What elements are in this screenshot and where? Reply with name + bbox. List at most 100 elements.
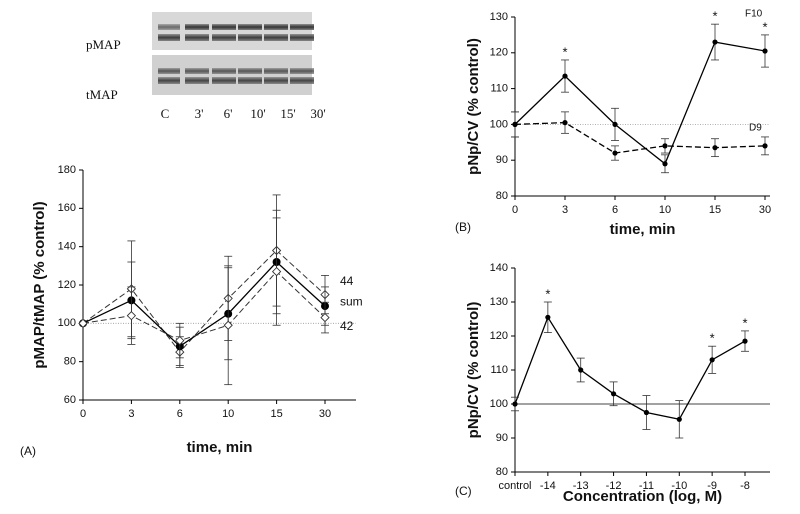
significance-marker: * [562,44,567,59]
data-point [610,391,617,397]
data-point [562,120,568,126]
data-point [578,367,584,373]
data-point [223,320,233,330]
y-tick-label: 130 [490,11,508,23]
blot-band [212,34,236,41]
x-axis-title: time, min [187,439,253,456]
x-tick-label: 0 [80,408,86,420]
blot-band [290,77,314,84]
x-tick-label: -11 [639,480,654,492]
blot-lane-label: C [161,106,170,121]
blot-band [264,34,288,41]
blot-band [238,34,262,41]
series-label: 44 [340,274,354,288]
data-point [643,409,650,416]
significance-marker: * [762,19,767,34]
blot-lane-label: 6' [224,106,233,121]
y-axis-title: pNp/CV (% control) [465,302,482,439]
x-tick-label: 10 [222,408,234,420]
series-line [82,261,326,348]
x-tick-label: -8 [740,480,750,492]
blot-band [212,68,236,74]
y-tick-label: 80 [496,190,508,202]
chart-panel: 60 80 100 120 140 160 180 0 3 6 10 15 30 pMAP/tMAP (%… [20,164,363,458]
blot-band [264,68,288,74]
blot-band [238,24,262,30]
x-tick-label: 3 [128,408,134,420]
y-tick-label: 120 [490,47,508,59]
data-point [175,335,185,346]
data-point [712,145,718,151]
y-tick-label: 110 [490,83,508,95]
blot-band [290,34,314,41]
y-tick-label: 140 [58,241,76,253]
x-tick-label: 15 [270,408,282,420]
x-tick-label: 15 [709,204,721,216]
blot-band [264,24,288,30]
significance-marker: * [742,315,747,330]
data-point [126,311,137,321]
blot-row-label: pMAP [86,37,121,52]
blot-band [290,68,314,74]
y-tick-label: 100 [58,317,76,329]
series-label: D9 [749,123,762,134]
x-tick-label: 10 [659,204,671,216]
x-axis-title: Concentration (log, M) [563,488,722,505]
blot-lane-label: 3' [195,106,204,121]
blot-lane-label: 30' [310,106,325,121]
blot-band [185,24,209,30]
x-tick-label: 6 [612,204,618,216]
blot-band [212,77,236,84]
blot-band [185,77,209,84]
blot-band [158,77,180,84]
y-tick-label: 120 [58,279,76,291]
significance-marker: * [712,9,717,24]
data-point [512,401,518,407]
y-tick-label: 100 [490,118,508,130]
blot-row-label: tMAP [86,87,118,102]
x-tick-label: -12 [606,480,622,492]
chart-panel: 80 90 100 110 120 130 0 3 6 10 15 30 pNp/CV (% contr… [455,9,771,238]
data-point [712,39,718,45]
panel-label: (B) [455,220,471,234]
blot-band [290,24,314,30]
x-tick-label: 30 [319,408,331,420]
x-tick-label: -13 [573,480,589,492]
y-tick-label: 100 [490,398,508,410]
western-blot [152,12,312,95]
y-tick-label: 90 [496,154,508,166]
blot-lane-label: 10' [250,106,265,121]
data-point [545,314,551,320]
blot-strip [152,12,312,50]
series-line [514,121,766,154]
data-point [320,312,330,323]
blot-band [158,68,180,74]
x-tick-label: 0 [512,204,518,216]
data-point [762,143,768,149]
series-line [514,41,766,165]
x-tick-label: -14 [540,480,556,492]
data-point [78,318,88,328]
series-label: 42 [340,319,354,333]
data-point [709,357,715,363]
blot-band [185,68,209,74]
blot-band [158,24,180,30]
y-tick-label: 120 [490,330,508,342]
data-point [271,266,282,277]
blot-band [264,77,288,84]
blot-band [238,77,262,84]
panel-label: (A) [20,444,36,458]
x-axis-title: time, min [610,221,676,238]
series-line [514,315,746,421]
panel-label: (C) [455,484,472,498]
y-tick-label: 90 [496,432,508,444]
x-tick-label: -10 [671,480,687,492]
significance-marker: * [545,286,550,301]
significance-marker: * [710,331,715,346]
y-tick-label: 60 [64,394,76,406]
x-tick-label: -9 [707,480,717,492]
data-point [612,150,618,156]
y-tick-label: 160 [58,202,76,214]
data-point [662,143,668,149]
